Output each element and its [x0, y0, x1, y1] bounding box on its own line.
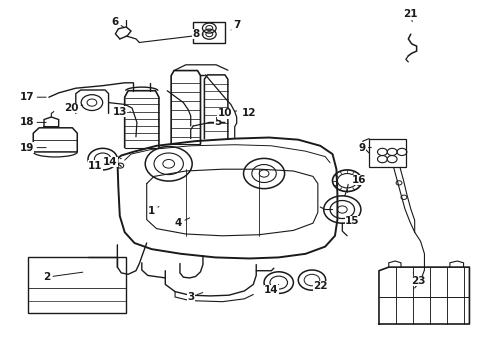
- Text: 1: 1: [148, 206, 159, 216]
- Text: 2: 2: [43, 272, 82, 282]
- Text: 5: 5: [208, 117, 221, 127]
- Text: 11: 11: [88, 161, 105, 171]
- Text: 3: 3: [187, 292, 203, 302]
- Text: 15: 15: [344, 216, 359, 226]
- Text: 10: 10: [217, 108, 236, 118]
- Bar: [28, 257, 126, 313]
- Text: 7: 7: [230, 20, 241, 30]
- Bar: [368, 139, 405, 167]
- Text: 4: 4: [174, 218, 189, 228]
- Text: 21: 21: [403, 9, 417, 22]
- Text: 22: 22: [312, 281, 327, 291]
- Text: 14: 14: [102, 157, 121, 167]
- Text: 20: 20: [63, 103, 82, 113]
- Text: 17: 17: [20, 92, 46, 102]
- Text: 9: 9: [358, 143, 370, 153]
- Bar: [193, 22, 224, 43]
- Text: 19: 19: [20, 143, 46, 153]
- Text: 23: 23: [410, 273, 425, 286]
- Text: 18: 18: [20, 117, 46, 127]
- Text: 6: 6: [111, 17, 123, 27]
- Text: 14: 14: [264, 284, 278, 295]
- Text: 8: 8: [192, 29, 203, 39]
- Text: 12: 12: [242, 108, 256, 118]
- Text: 13: 13: [112, 107, 130, 117]
- Text: 16: 16: [351, 175, 366, 185]
